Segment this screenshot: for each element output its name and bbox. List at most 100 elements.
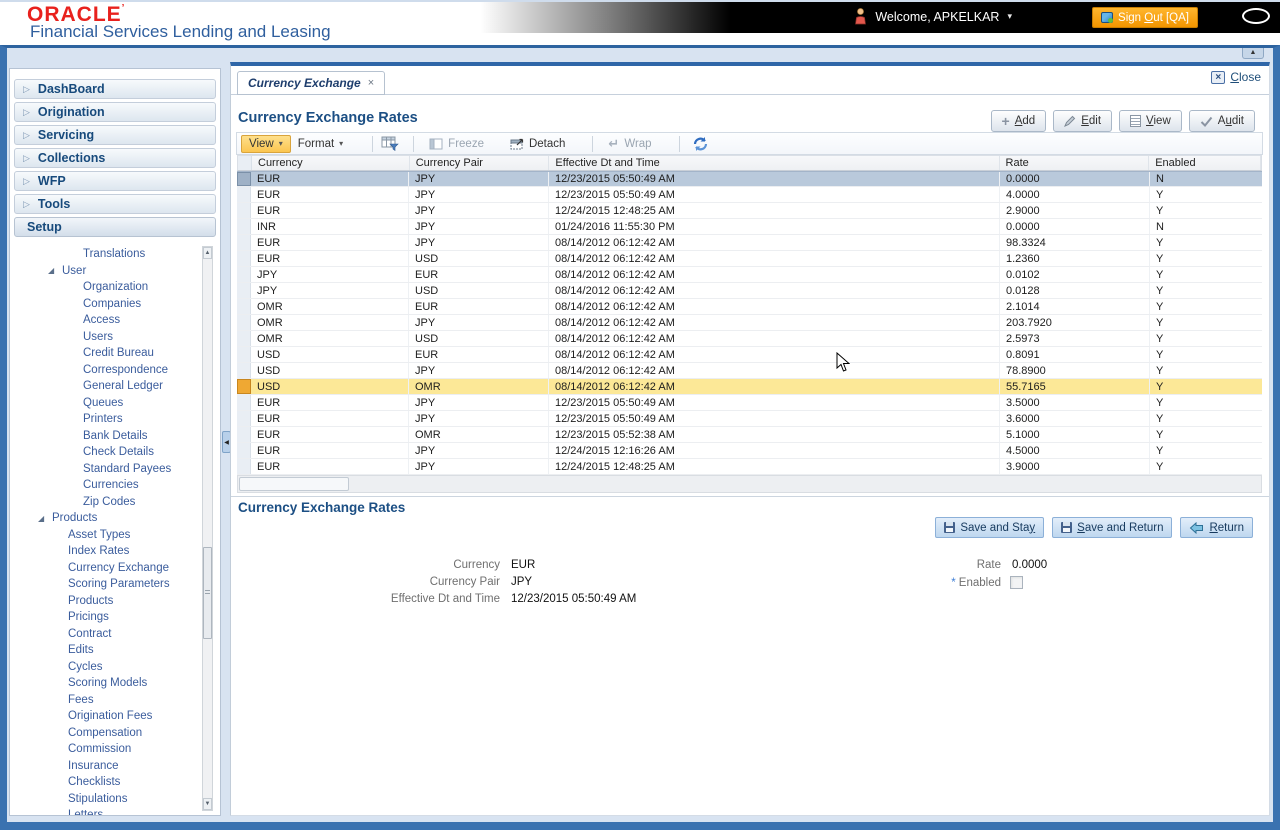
tree-item-translations[interactable]: Translations xyxy=(10,246,220,263)
sign-out-button[interactable]: Sign Out [QA] xyxy=(1092,7,1198,28)
tree-item-correspondence[interactable]: Correspondence xyxy=(10,362,220,379)
row-selector[interactable] xyxy=(237,283,251,298)
sidebar-item-collections[interactable]: ▷ Collections xyxy=(14,148,216,168)
row-selector[interactable] xyxy=(237,172,251,186)
tree-collapse-icon[interactable]: ◢ xyxy=(48,266,55,276)
tree-item-zip-codes[interactable]: Zip Codes xyxy=(10,494,220,511)
return-button[interactable]: Return xyxy=(1180,517,1253,538)
tree-item-fees[interactable]: Fees xyxy=(10,692,220,709)
row-selector[interactable] xyxy=(237,459,251,474)
view-menu-button[interactable]: View ▾ xyxy=(241,134,291,153)
tree-item-access[interactable]: Access xyxy=(10,312,220,329)
tree-item-check-details[interactable]: Check Details xyxy=(10,444,220,461)
sidebar-item-tools[interactable]: ▷ Tools xyxy=(14,194,216,214)
row-selector[interactable] xyxy=(237,331,251,346)
row-selector[interactable] xyxy=(237,251,251,266)
wrap-button[interactable]: ↵ Wrap xyxy=(608,135,652,151)
row-selector[interactable] xyxy=(237,363,251,378)
tree-item-products[interactable]: ◢ Products xyxy=(10,510,220,527)
table-row[interactable]: USD JPY 08/14/2012 06:12:42 AM 78.8900 Y xyxy=(237,363,1262,379)
tree-item-contract[interactable]: Contract xyxy=(10,626,220,643)
table-row[interactable]: EUR JPY 12/24/2015 12:48:25 AM 2.9000 Y xyxy=(237,203,1262,219)
table-row[interactable]: JPY USD 08/14/2012 06:12:42 AM 0.0128 Y xyxy=(237,283,1262,299)
row-selector[interactable] xyxy=(237,219,251,234)
freeze-button[interactable]: Freeze xyxy=(422,136,491,152)
format-menu-button[interactable]: Format ▾ xyxy=(297,137,344,150)
tree-item-stipulations[interactable]: Stipulations xyxy=(10,791,220,808)
tree-item-pricings[interactable]: Pricings xyxy=(10,609,220,626)
view-button[interactable]: View xyxy=(1119,110,1182,132)
column-header-currency-pair[interactable]: Currency Pair xyxy=(410,156,550,170)
sidebar-item-wfp[interactable]: ▷ WFP xyxy=(14,171,216,191)
row-selector[interactable] xyxy=(237,443,251,458)
column-header-rate[interactable]: Rate xyxy=(1000,156,1150,170)
save-and-stay-button[interactable]: Save and Stay xyxy=(935,517,1045,538)
tree-item-insurance[interactable]: Insurance xyxy=(10,758,220,775)
row-selector[interactable] xyxy=(237,379,251,394)
close-button[interactable]: × Close xyxy=(1211,70,1261,84)
table-row[interactable]: EUR JPY 12/24/2015 12:16:26 AM 4.5000 Y xyxy=(237,443,1262,459)
add-button[interactable]: + Add xyxy=(990,110,1047,132)
column-header-currency[interactable]: Currency xyxy=(252,156,410,170)
sidebar-item-origination[interactable]: ▷ Origination xyxy=(14,102,216,122)
row-selector[interactable] xyxy=(237,203,251,218)
tree-item-checklists[interactable]: Checklists xyxy=(10,774,220,791)
row-selector[interactable] xyxy=(237,395,251,410)
tree-item-scoring-models[interactable]: Scoring Models xyxy=(10,675,220,692)
refresh-icon[interactable] xyxy=(692,136,709,152)
row-selector[interactable] xyxy=(237,427,251,442)
table-row[interactable]: OMR EUR 08/14/2012 06:12:42 AM 2.1014 Y xyxy=(237,299,1262,315)
tree-item-user[interactable]: ◢ User xyxy=(10,263,220,280)
table-row[interactable]: OMR JPY 08/14/2012 06:12:42 AM 203.7920 Y xyxy=(237,315,1262,331)
table-row[interactable]: INR JPY 01/24/2016 11:55:30 PM 0.0000 N xyxy=(237,219,1262,235)
tree-scrollbar[interactable]: ▲ ▼ xyxy=(202,246,213,811)
table-row[interactable]: EUR JPY 12/23/2015 05:50:49 AM 4.0000 Y xyxy=(237,187,1262,203)
table-row[interactable]: OMR USD 08/14/2012 06:12:42 AM 2.5973 Y xyxy=(237,331,1262,347)
detach-button[interactable]: Detach xyxy=(503,135,572,152)
table-row[interactable]: EUR JPY 12/23/2015 05:50:49 AM 0.0000 N xyxy=(237,171,1262,187)
tree-item-commission[interactable]: Commission xyxy=(10,741,220,758)
tree-item-queues[interactable]: Queues xyxy=(10,395,220,412)
tree-item-currency-exchange[interactable]: Currency Exchange xyxy=(10,560,220,577)
tree-item-general-ledger[interactable]: General Ledger xyxy=(10,378,220,395)
row-selector[interactable] xyxy=(237,235,251,250)
tree-item-standard-payees[interactable]: Standard Payees xyxy=(10,461,220,478)
row-selector[interactable] xyxy=(237,267,251,282)
column-header-enabled[interactable]: Enabled xyxy=(1149,156,1261,170)
enabled-checkbox[interactable] xyxy=(1010,576,1023,589)
scrollbar-thumb[interactable] xyxy=(203,547,212,639)
table-row[interactable]: EUR JPY 12/24/2015 12:48:25 AM 3.9000 Y xyxy=(237,459,1262,475)
scroll-down-icon[interactable]: ▼ xyxy=(203,798,212,810)
hscrollbar-thumb[interactable] xyxy=(239,477,349,491)
tree-item-compensation[interactable]: Compensation xyxy=(10,725,220,742)
tree-item-origination-fees[interactable]: Origination Fees xyxy=(10,708,220,725)
tree-item-cycles[interactable]: Cycles xyxy=(10,659,220,676)
tree-collapse-icon[interactable]: ◢ xyxy=(38,513,45,523)
row-selector[interactable] xyxy=(237,347,251,362)
tree-item-asset-types[interactable]: Asset Types xyxy=(10,527,220,544)
tree-item-currencies[interactable]: Currencies xyxy=(10,477,220,494)
edit-button[interactable]: Edit xyxy=(1053,110,1113,132)
table-row[interactable]: JPY EUR 08/14/2012 06:12:42 AM 0.0102 Y xyxy=(237,267,1262,283)
query-by-example-icon[interactable] xyxy=(381,136,399,151)
tree-item-users[interactable]: Users xyxy=(10,329,220,346)
table-row[interactable]: EUR USD 08/14/2012 06:12:42 AM 1.2360 Y xyxy=(237,251,1262,267)
sidebar-item-servicing[interactable]: ▷ Servicing xyxy=(14,125,216,145)
tree-item-scoring-parameters[interactable]: Scoring Parameters xyxy=(10,576,220,593)
table-row[interactable]: USD OMR 08/14/2012 06:12:42 AM 55.7165 Y xyxy=(237,379,1262,395)
tree-item-organization[interactable]: Organization xyxy=(10,279,220,296)
tab-close-icon[interactable]: × xyxy=(367,77,375,89)
audit-button[interactable]: Audit xyxy=(1188,110,1255,132)
user-menu[interactable]: Welcome, APKELKAR ▾ xyxy=(854,8,1012,25)
row-selector[interactable] xyxy=(237,315,251,330)
table-row[interactable]: EUR OMR 12/23/2015 05:52:38 AM 5.1000 Y xyxy=(237,427,1262,443)
tree-item-products[interactable]: Products xyxy=(10,593,220,610)
scroll-up-icon[interactable]: ▲ xyxy=(203,247,212,259)
tree-item-companies[interactable]: Companies xyxy=(10,296,220,313)
table-row[interactable]: EUR JPY 12/23/2015 05:50:49 AM 3.5000 Y xyxy=(237,395,1262,411)
save-and-return-button[interactable]: Save and Return xyxy=(1052,517,1173,538)
sidebar-item-setup[interactable]: Setup xyxy=(14,217,216,237)
sidebar-item-dashboard[interactable]: ▷ DashBoard xyxy=(14,79,216,99)
row-selector[interactable] xyxy=(237,299,251,314)
table-row[interactable]: EUR JPY 08/14/2012 06:12:42 AM 98.3324 Y xyxy=(237,235,1262,251)
